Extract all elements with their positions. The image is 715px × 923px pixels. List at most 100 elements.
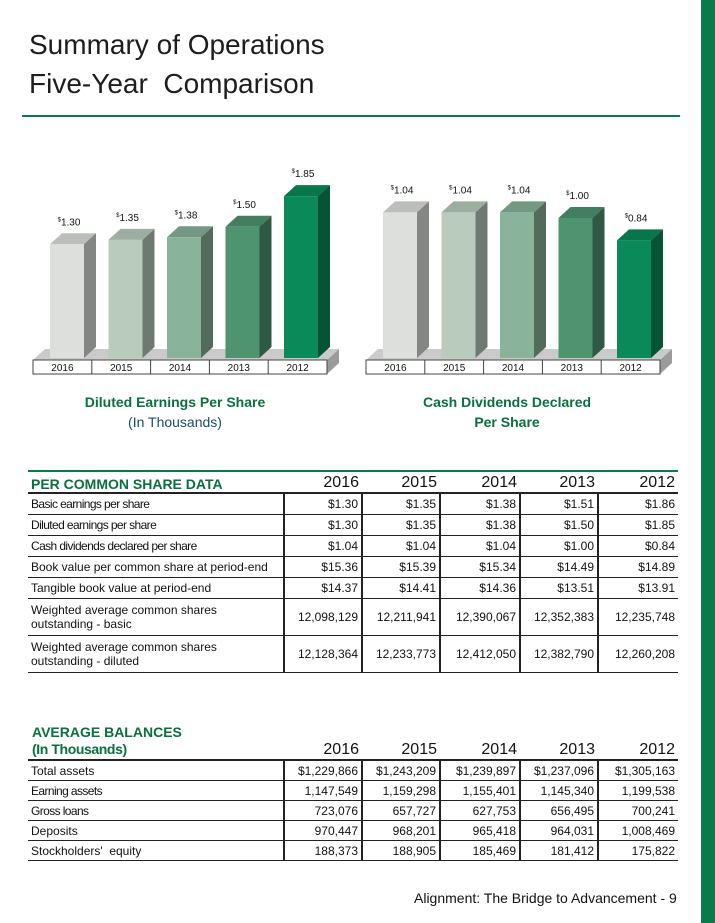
chart-category-label: 2016 (384, 363, 407, 374)
chart-category-label: 2015 (443, 363, 466, 374)
page-footer: Alignment: The Bridge to Advancement - 9 (414, 890, 677, 906)
per-share-table: PER COMMON SHARE DATA 2016 2015 2014 201… (28, 470, 678, 673)
table-row: Book value per common share at period-en… (28, 556, 678, 578)
cell: 12,235,748 (597, 598, 678, 636)
table-row: Stockholders' equity 188,373 188,905 185… (28, 840, 678, 861)
chart-category-label: 2014 (169, 363, 192, 374)
avg-balances-subtitle: (In Thousands) (32, 741, 127, 757)
cell: $15.39 (361, 556, 440, 578)
eps-chart-title: Diluted Earnings Per Share (84, 394, 266, 410)
eps-chart-subtitle: (In Thousands) (128, 414, 222, 430)
cell: 1,159,298 (361, 780, 440, 801)
cell: $1.85 (597, 514, 678, 536)
table-row: Basic earnings per share $1.30 $1.35 $1.… (28, 492, 678, 515)
cell: 1,145,340 (519, 780, 598, 801)
cell: 188,905 (361, 840, 440, 861)
chart-bar-front (383, 212, 417, 358)
page-title-line2: Five-Year Comparison (29, 68, 315, 99)
chart-bar-top (50, 233, 96, 245)
cell: 12,260,208 (597, 635, 678, 673)
chart-platform-front (32, 359, 328, 375)
avg-balances-table: 2016 2015 2014 2013 2012 Total assets $1… (28, 740, 678, 861)
row-label: Tangible book value at period-end (28, 577, 284, 599)
cell: $1.00 (519, 535, 598, 557)
chart-bar-top (167, 226, 213, 238)
chart-bar (558, 207, 605, 358)
cell: 964,031 (519, 820, 598, 841)
cell: $14.36 (439, 577, 520, 599)
cell: $1.30 (283, 514, 362, 536)
chart-bar-top (558, 207, 605, 218)
avg-balances-title: AVERAGE BALANCES (32, 724, 182, 740)
green-side-bar (701, 0, 715, 923)
cell: $13.91 (597, 577, 678, 599)
chart-data-label: $1.04 (391, 185, 414, 196)
cell: $1.50 (519, 514, 598, 536)
table-row: Deposits 970,447 968,201 965,418 964,031… (28, 820, 678, 841)
chart-bar-front (441, 212, 476, 358)
cell: $1,237,096 (519, 759, 598, 781)
chart-bar (167, 226, 213, 358)
chart-bar (441, 201, 488, 358)
row-label: Weighted average common shares outstandi… (28, 635, 284, 673)
cell: 185,469 (439, 840, 520, 861)
cell: 723,076 (283, 800, 362, 821)
chart-category-label: 2014 (502, 363, 525, 374)
eps-chart: $1.30 2016 $1.35 2015 $1.38 2014 $1.50 2013 $1.8… (32, 169, 339, 375)
dividends-chart: $1.04 2016 $1.04 2015 $1.04 2014 $1.00 2013 $0.8… (365, 185, 672, 375)
chart-bar-top (284, 185, 330, 197)
cell: 12,128,364 (283, 635, 362, 673)
dividends-chart-caption: Cash Dividends Declared Per Share (362, 392, 652, 432)
chart-bar-front (617, 240, 651, 358)
chart-category-label: 2015 (110, 363, 133, 374)
cell: $14.41 (361, 577, 440, 599)
per-share-heading: PER COMMON SHARE DATA (28, 470, 284, 493)
cell: 12,233,773 (361, 635, 440, 673)
year-header: 2015 (401, 741, 437, 758)
year-header: 2013 (559, 741, 595, 758)
chart-data-label: $0.84 (625, 213, 648, 224)
cell: $1.35 (361, 514, 440, 536)
row-label: Weighted average common shares outstandi… (28, 598, 284, 636)
cell: 627,753 (439, 800, 520, 821)
cell: $1,229,866 (283, 759, 362, 781)
chart-bar (225, 215, 272, 358)
cell: $1.38 (439, 492, 520, 515)
cell: 700,241 (597, 800, 678, 821)
cell: $15.36 (283, 556, 362, 578)
chart-bar (108, 228, 155, 358)
table-row: Tangible book value at period-end $14.37… (28, 577, 678, 599)
cell: 970,447 (283, 820, 362, 841)
year-header: 2016 (323, 741, 359, 758)
chart-bar-front (50, 244, 84, 358)
cell: $1.35 (361, 492, 440, 515)
chart-data-label: $1.04 (449, 185, 472, 196)
chart-platform-side (660, 349, 672, 374)
chart-data-label: $1.35 (116, 213, 139, 224)
dividends-chart-title: Cash Dividends Declared (422, 394, 592, 410)
cell: $0.84 (597, 535, 678, 557)
row-label: Cash dividends declared per share (28, 535, 284, 557)
cell: 12,412,050 (439, 635, 520, 673)
cell: $1,305,163 (597, 759, 678, 781)
cell: $1,239,897 (439, 759, 520, 781)
dividends-chart-subtitle: Per Share (474, 414, 540, 430)
chart-bar-side (475, 201, 488, 358)
eps-chart-caption: Diluted Earnings Per Share (In Thousands… (30, 392, 320, 432)
chart-bar-side (651, 229, 663, 358)
cell: 965,418 (439, 820, 520, 841)
cell: $1.38 (439, 514, 520, 536)
chart-bar-side (318, 185, 330, 358)
chart-category-label: 2012 (619, 363, 642, 374)
chart-bar (50, 233, 96, 358)
table-row: Diluted earnings per share $1.30 $1.35 $… (28, 514, 678, 536)
table-row: Weighted average common shares outstandi… (28, 635, 678, 673)
chart-bar-top (108, 228, 155, 240)
year-header: 2015 (362, 470, 440, 493)
year-header: 2014 (440, 470, 520, 493)
cell: $1.04 (361, 535, 440, 557)
year-header: 2013 (520, 470, 598, 493)
chart-bar-front (558, 218, 593, 358)
chart-data-label: $1.00 (566, 191, 589, 202)
cell: 12,390,067 (439, 598, 520, 636)
